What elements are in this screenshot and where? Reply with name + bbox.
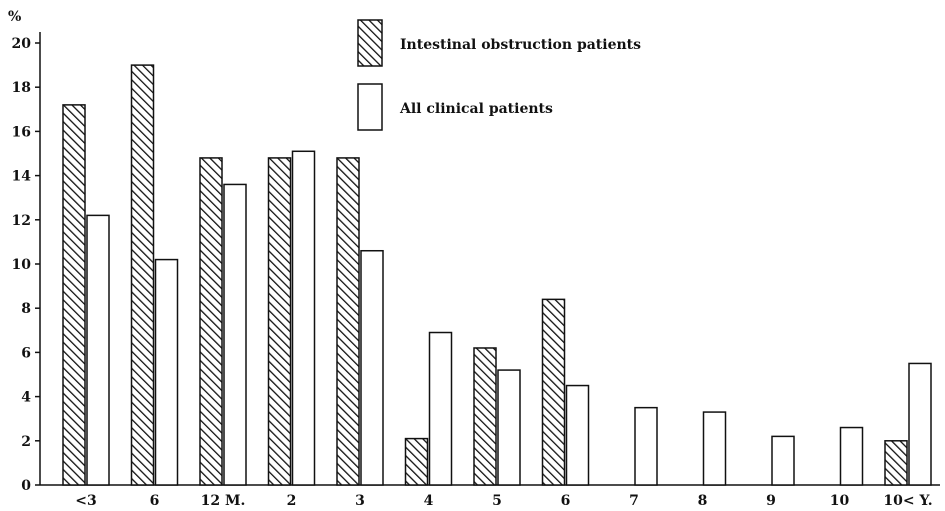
y-tick-label: 6 — [21, 345, 31, 361]
bar-all-clinical — [908, 362, 932, 486]
bar-all-clinical — [702, 411, 727, 486]
bar-all-clinical — [565, 384, 590, 486]
y-unit-label: % — [8, 9, 21, 25]
bar-obstruction — [336, 157, 360, 486]
bar-all-clinical — [428, 331, 453, 486]
bar-obstruction — [130, 64, 155, 486]
y-tick-label: 16 — [12, 124, 31, 140]
bar-all-clinical — [771, 435, 795, 486]
y-tick-label: 12 — [12, 213, 31, 229]
y-tick-label: 18 — [12, 80, 31, 96]
y-tick-label: 8 — [21, 301, 31, 317]
y-tick-label: 20 — [12, 36, 32, 52]
x-axis-labels: <3 6 12 M. 2 3 4 5 6 7 8 9 10 10< Y. — [75, 493, 932, 509]
x-tick-label: 7 — [629, 493, 639, 509]
bars — [62, 64, 932, 486]
bar-all-clinical — [291, 150, 316, 486]
x-tick-label: 3 — [355, 493, 365, 509]
x-tick-label: 4 — [424, 493, 434, 509]
bar-all-clinical — [839, 426, 864, 486]
x-tick-label: <3 — [75, 493, 96, 509]
bar-obstruction — [884, 440, 908, 486]
bar-obstruction — [62, 104, 86, 486]
legend-swatch-open — [357, 83, 383, 131]
bar-all-clinical — [86, 214, 110, 486]
x-tick-label: 10< Y. — [883, 493, 932, 509]
bar-all-clinical — [497, 369, 521, 486]
x-tick-label: 6 — [150, 493, 160, 509]
x-tick-label: 10 — [830, 493, 850, 509]
y-tick-label: 10 — [12, 257, 32, 273]
bar-obstruction — [473, 347, 497, 486]
x-tick-label: 12 M. — [201, 493, 246, 509]
x-tick-label: 2 — [287, 493, 297, 509]
legend-swatch-hatched — [357, 19, 383, 67]
y-tick-label: 4 — [21, 390, 31, 406]
bar-obstruction — [541, 298, 566, 486]
y-tick-label: 2 — [21, 434, 31, 450]
bar-obstruction — [267, 157, 292, 486]
x-tick-label: 8 — [698, 493, 708, 509]
legend-label-obstruction: Intestinal obstruction patients — [400, 37, 641, 53]
bar-all-clinical — [154, 258, 179, 486]
bar-all-clinical — [360, 249, 384, 486]
bar-all-clinical — [223, 183, 247, 486]
bar-obstruction — [199, 157, 223, 486]
x-tick-label: 9 — [766, 493, 776, 509]
bar-obstruction — [404, 437, 429, 486]
y-axis-ticks: 0 2 4 6 8 10 12 14 16 18 20 — [12, 36, 40, 494]
y-tick-label: 14 — [12, 169, 32, 185]
legend-label-all-clinical: All clinical patients — [399, 101, 553, 117]
x-tick-label: 6 — [561, 493, 571, 509]
legend: Intestinal obstruction patients All clin… — [357, 19, 641, 131]
bar-all-clinical — [634, 406, 658, 486]
y-tick-label: 0 — [21, 478, 31, 494]
x-tick-label: 5 — [492, 493, 502, 509]
